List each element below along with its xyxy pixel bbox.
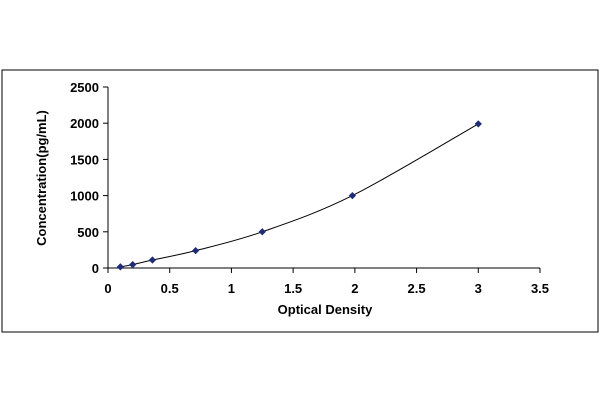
x-tick-label: 3 (475, 281, 482, 296)
data-point (258, 228, 266, 236)
data-point (148, 256, 157, 264)
ticks: 0 0.5 1 1.5 2 2.5 3 3.5 0 500 1000 1500 2000 2500 (70, 80, 549, 296)
y-tick-label: 2000 (70, 116, 99, 131)
data-point (116, 263, 124, 271)
y-tick-label: 1500 (70, 152, 99, 167)
x-axis-title: Optical Density (278, 302, 373, 317)
x-tick-label: 3.5 (531, 281, 549, 296)
y-axis-title: Concentration(pg/mL) (34, 110, 49, 246)
data-point (129, 260, 137, 269)
x-tick-label: 2.5 (408, 281, 426, 296)
y-tick-label: 500 (77, 225, 99, 240)
x-tick-label: 1 (228, 281, 235, 296)
axes (107, 87, 540, 269)
x-tick-label: 2 (351, 281, 358, 296)
y-tick-label: 1000 (70, 189, 99, 204)
x-tick-label: 0 (104, 281, 111, 296)
y-tick-label: 2500 (70, 80, 99, 95)
data-point (192, 246, 200, 255)
data-point (348, 191, 357, 200)
y-tick-label: 0 (92, 261, 99, 276)
chart-border (1, 69, 599, 333)
data-point (474, 120, 482, 128)
points-layer (116, 120, 482, 271)
x-tick-label: 0.5 (161, 281, 179, 296)
x-tick-label: 1.5 (284, 281, 302, 296)
